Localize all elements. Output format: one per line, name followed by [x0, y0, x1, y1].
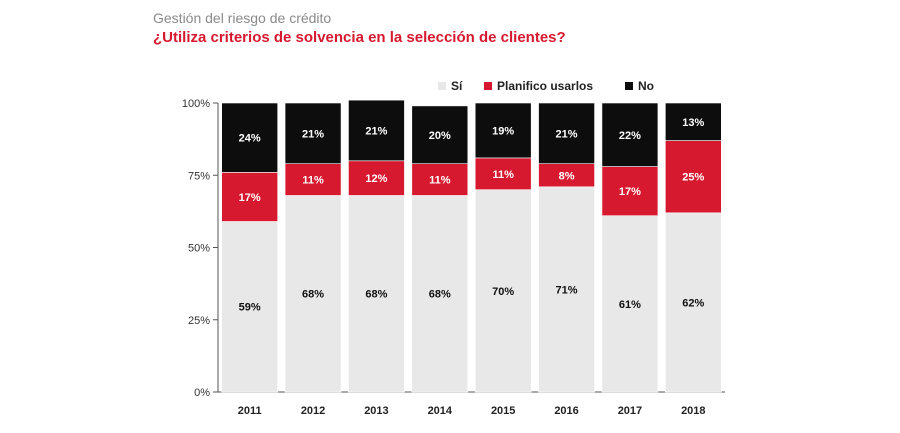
data-label-no-2012: 21%: [302, 128, 324, 140]
data-label-si-2011: 59%: [239, 302, 261, 314]
data-label-no-2018: 13%: [682, 117, 704, 129]
bar-segment-si-2015: [474, 189, 532, 393]
data-label-si-2015: 70%: [492, 286, 514, 298]
bar-segment-no-2018: [665, 102, 722, 141]
data-label-no-2017: 22%: [619, 130, 641, 142]
data-label-no-2016: 21%: [556, 128, 578, 140]
legend-label-planifico: Planifico usarlos: [497, 79, 593, 93]
data-label-si-2014: 68%: [429, 289, 451, 301]
bar-segment-no-2013: [348, 99, 405, 162]
chart-header: Gestión del riesgo de crédito ¿Utiliza c…: [153, 8, 566, 48]
data-label-no-2013: 21%: [365, 125, 387, 137]
bar-segment-no-2014: [411, 105, 469, 164]
chart-supertitle: Gestión del riesgo de crédito: [153, 10, 332, 26]
x-tick-label: 2016: [554, 405, 578, 417]
y-tick-label: 50%: [188, 243, 210, 255]
bar-segment-no-2017: [601, 102, 659, 167]
bar-segment-no-2011: [221, 102, 278, 173]
data-label-no-2015: 19%: [492, 125, 514, 137]
data-label-planifico-2011: 17%: [239, 192, 261, 204]
x-tick-label: 2015: [491, 405, 515, 417]
data-label-planifico-2014: 11%: [429, 175, 451, 187]
data-label-planifico-2017: 17%: [619, 186, 641, 198]
data-label-si-2017: 61%: [619, 299, 641, 311]
data-label-planifico-2018: 25%: [682, 172, 704, 184]
bar-segment-si-2018: [665, 212, 722, 393]
legend-label-no: No: [638, 79, 654, 93]
data-label-planifico-2012: 11%: [302, 175, 324, 187]
bar-segment-si-2016: [538, 186, 595, 393]
bar-segment-planifico-2015: [474, 157, 532, 191]
bar-segment-si-2013: [348, 195, 405, 393]
bar-segment-no-2016: [538, 102, 595, 164]
bar-segment-planifico-2018: [665, 140, 722, 214]
bar-segment-planifico-2014: [411, 163, 469, 196]
bar-segment-si-2014: [411, 195, 469, 393]
data-label-si-2018: 62%: [682, 297, 704, 309]
data-label-planifico-2016: 8%: [559, 170, 575, 182]
x-tick-label: 2011: [238, 405, 262, 417]
x-tick-label: 2013: [364, 405, 388, 417]
bar-segment-no-2012: [284, 102, 342, 164]
y-tick-label: 25%: [188, 315, 210, 327]
data-label-si-2012: 68%: [302, 289, 324, 301]
legend-swatch-no: [625, 82, 633, 90]
legend-label-si: Sí: [451, 79, 463, 93]
y-tick-label: 75%: [188, 170, 210, 182]
bar-segment-si-2012: [284, 195, 342, 393]
x-tick-label: 2017: [618, 405, 642, 417]
bar-segment-si-2011: [221, 221, 278, 393]
bar-segment-no-2015: [474, 102, 532, 159]
chart-title: ¿Utiliza criterios de solvencia en la se…: [153, 29, 566, 46]
bar-segment-si-2017: [601, 215, 659, 393]
data-label-no-2011: 24%: [239, 133, 261, 145]
legend-swatch-planifico: [484, 82, 492, 90]
x-tick-label: 2014: [428, 405, 453, 417]
bar-segment-planifico-2017: [601, 166, 659, 217]
data-label-si-2013: 68%: [365, 289, 387, 301]
legend-swatch-si: [438, 82, 446, 90]
y-tick-label: 100%: [182, 98, 210, 110]
x-tick-label: 2018: [681, 405, 705, 417]
data-label-planifico-2013: 12%: [365, 173, 387, 185]
x-tick-label: 2012: [301, 405, 325, 417]
data-label-no-2014: 20%: [429, 130, 451, 142]
data-label-planifico-2015: 11%: [492, 169, 514, 181]
bar-segment-planifico-2013: [348, 160, 405, 196]
bar-segment-planifico-2012: [284, 163, 342, 196]
bar-segment-planifico-2011: [221, 172, 278, 222]
y-tick-label: 0%: [194, 387, 210, 399]
data-label-si-2016: 71%: [556, 284, 578, 296]
